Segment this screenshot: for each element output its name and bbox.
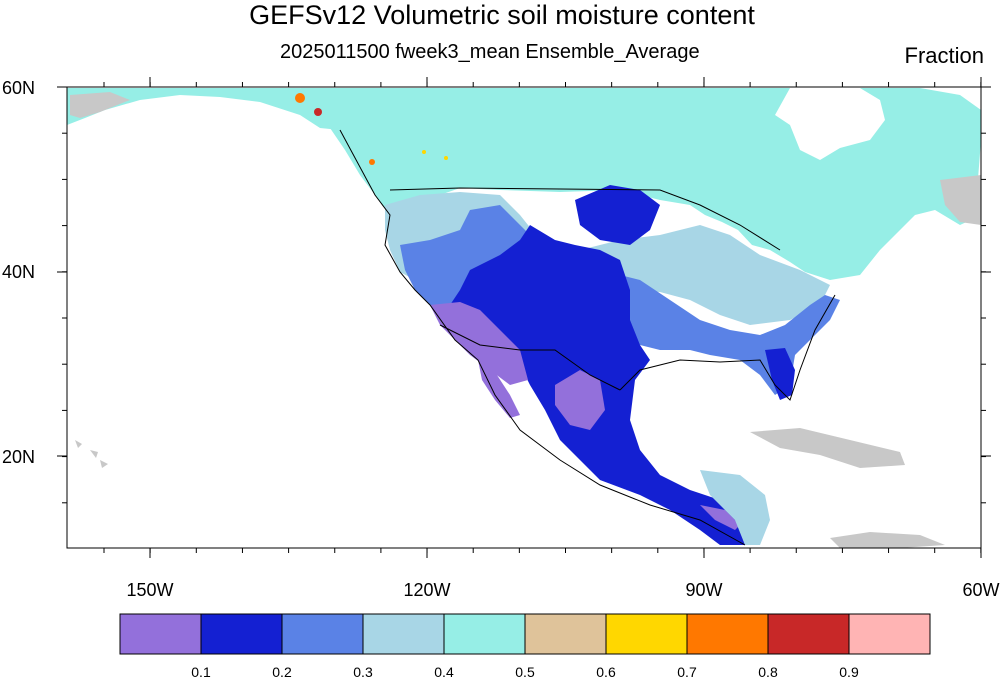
hudson-bay — [775, 88, 885, 160]
florida-dark-blue — [765, 348, 795, 400]
map-plot-area — [67, 87, 981, 548]
alaska-moisture-region — [67, 88, 340, 130]
colorbar-swatch — [767, 613, 850, 655]
bc-hotspot — [369, 159, 375, 165]
map-subtitle: 2025011500 fweek3_mean Ensemble_Average — [280, 41, 700, 63]
us-mexico-border — [439, 324, 621, 391]
southwest-purple-region — [430, 302, 528, 385]
south-america-missing-data — [830, 532, 945, 548]
colorbar-label: 0.7 — [677, 664, 697, 680]
lon-label-60w: 60W — [962, 580, 1000, 600]
colorbar — [119, 613, 931, 655]
lat-label-40n: 40N — [2, 262, 36, 282]
colorbar-swatch — [686, 613, 769, 655]
baja-purple-region — [478, 360, 520, 418]
colorbar-label: 0.4 — [434, 664, 454, 680]
gulf-coastline — [619, 294, 836, 401]
lat-label-20n: 20N — [2, 447, 36, 467]
colorbar-swatch — [605, 613, 688, 655]
colorbar-swatch — [524, 613, 607, 655]
colorbar-swatch — [362, 613, 445, 655]
colorbar-label: 0.5 — [515, 664, 535, 680]
map-title: GEFSv12 Volumetric soil moisture content — [249, 0, 755, 30]
central-america-purple — [700, 505, 740, 530]
colorbar-swatch — [119, 613, 202, 655]
north-dark-blue-patch — [575, 185, 660, 245]
lat-label-60n: 60N — [2, 78, 36, 98]
alaska-missing-data — [70, 92, 130, 118]
mexico-purple-region — [555, 370, 605, 430]
colorbar-swatch — [281, 613, 364, 655]
units-label: Fraction — [904, 43, 984, 68]
ocean-north-gulf — [920, 88, 981, 110]
caribbean-missing-data — [750, 428, 905, 468]
central-america-light — [700, 470, 770, 545]
bc-hotspot — [422, 150, 426, 154]
colorbar-swatch — [848, 613, 931, 655]
hawaii-islands — [75, 440, 108, 468]
colorbar-label: 0.6 — [596, 664, 616, 680]
us-canada-border — [389, 187, 781, 251]
lon-label-90w: 90W — [685, 580, 723, 600]
bc-hotspot — [295, 93, 305, 103]
colorbar-label: 0.8 — [758, 664, 778, 680]
lon-label-150w: 150W — [126, 580, 174, 600]
colorbar-label: 0.9 — [839, 664, 859, 680]
colorbar-label: 0.3 — [353, 664, 373, 680]
colorbar-label: 0.1 — [191, 664, 211, 680]
lon-label-120w: 120W — [403, 580, 451, 600]
colorbar-swatch — [200, 613, 283, 655]
bc-hotspot — [314, 108, 322, 116]
colorbar-swatch — [443, 613, 526, 655]
pacific-coastline — [339, 129, 746, 546]
canada-missing-data — [940, 175, 981, 225]
axis-ticks — [57, 77, 991, 558]
colorbar-label: 0.2 — [272, 664, 292, 680]
bc-hotspot — [444, 156, 448, 160]
